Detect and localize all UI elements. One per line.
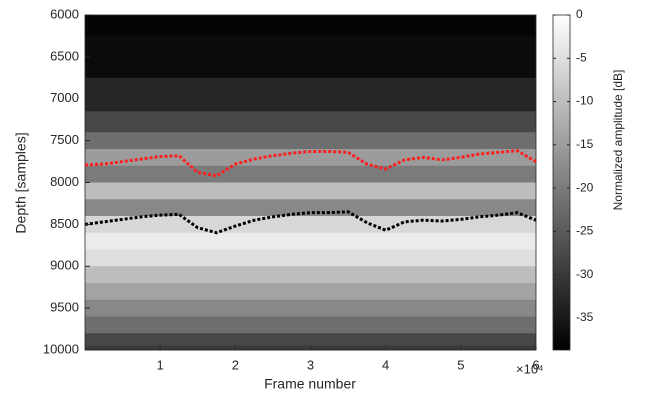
colorbar-tick-label: -20 xyxy=(576,180,594,194)
colorbar-tick-label: -25 xyxy=(576,224,594,238)
x-exponent-label: ×10⁴ xyxy=(516,361,544,376)
y-axis-label: Depth [samples] xyxy=(13,132,29,233)
heatmap-band xyxy=(85,111,536,133)
heatmap-band xyxy=(85,199,536,217)
x-tick-label: 4 xyxy=(382,357,389,372)
heatmap-band xyxy=(85,299,536,317)
colorbar-tick-label: -5 xyxy=(576,50,587,64)
colorbar-tick-label: -15 xyxy=(576,137,594,151)
y-tick-label: 7000 xyxy=(50,90,79,105)
x-tick-label: 5 xyxy=(457,357,464,372)
colorbar-tick-label: -30 xyxy=(576,267,594,281)
heatmap-band xyxy=(85,283,536,301)
line-series xyxy=(84,210,537,235)
heatmap-band xyxy=(85,35,536,79)
heatmap-band xyxy=(85,232,536,250)
colorbar-label: Normalized amplitude [dB] xyxy=(611,70,625,211)
heatmap-band xyxy=(85,333,536,347)
heatmap-band xyxy=(85,15,536,37)
y-tick-label: 6000 xyxy=(50,6,79,21)
y-tick-label: 9000 xyxy=(50,258,79,273)
line-series xyxy=(84,149,537,178)
colorbar-tick-label: -10 xyxy=(576,94,594,108)
y-tick-label: 9500 xyxy=(50,300,79,315)
heatmap-band xyxy=(85,249,536,267)
x-tick-label: 6 xyxy=(532,357,539,372)
x-tick-label: 3 xyxy=(307,357,314,372)
heatmap-band xyxy=(85,182,536,200)
colorbar-tick-label: -35 xyxy=(576,310,594,324)
y-tick-label: 7500 xyxy=(50,132,79,147)
heatmap-band xyxy=(85,149,536,167)
heatmap-band xyxy=(85,132,536,150)
x-tick-label: 1 xyxy=(157,357,164,372)
colorbar-ticks: 0 -5 -10 -15 -20 -25 -30 -35 xyxy=(553,7,594,324)
heatmap-band xyxy=(85,77,536,112)
y-tick-label: 8000 xyxy=(50,174,79,189)
heatmap-band xyxy=(85,165,536,183)
heatmap-band xyxy=(85,316,536,334)
y-tick-label: 6500 xyxy=(50,48,79,63)
y-tick-label: 10000 xyxy=(43,341,79,356)
colorbar xyxy=(552,14,571,351)
colorbar-tick-label: 0 xyxy=(576,7,583,21)
heatmap-band xyxy=(85,266,536,284)
y-tick-label: 8500 xyxy=(50,216,79,231)
x-tick-label: 2 xyxy=(232,357,239,372)
x-axis-label: Frame number xyxy=(264,376,356,392)
